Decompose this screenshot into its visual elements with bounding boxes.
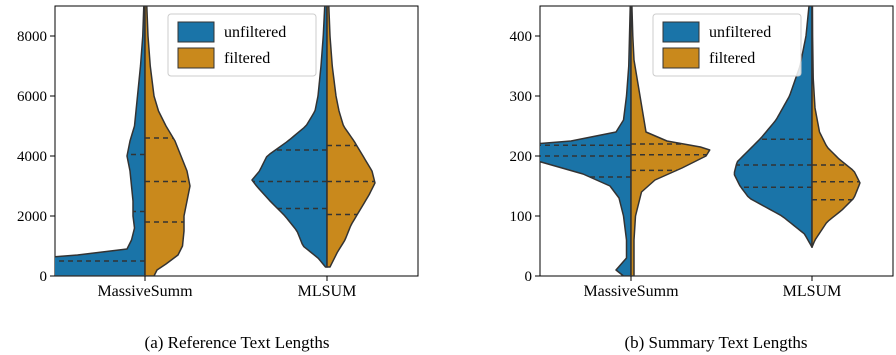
x-tick-label: MLSUM [298,283,357,300]
y-tick-label: 4000 [17,149,47,165]
plot-frame [54,5,419,277]
violins [55,6,376,276]
x-tick-label: MassiveSumm [583,283,679,300]
violins [540,6,861,276]
violin-unfiltered-massivesumm [540,6,632,276]
y-tick-label: 0 [40,269,48,285]
violin-filtered-massivesumm [144,6,191,276]
plot-frame [539,5,894,277]
panel-summary-lengths: 0 100 200 300 400 MassiveSumm MLSUM unfiltered f… [510,5,894,352]
legend-swatch-unfiltered [177,21,215,43]
panel-caption: (a) Reference Text Lengths [145,333,330,352]
legend: unfiltered filtered [652,13,802,77]
legend: unfiltered filtered [167,13,317,77]
violin-filtered-mlsum [811,6,861,248]
panel-reference-lengths: 0 2000 4000 6000 8000 MassiveSumm MLSUM unfilte… [17,5,419,352]
legend-label-filtered: filtered [224,50,270,67]
violin-unfiltered-massivesumm [55,6,146,276]
violin-filtered-massivesumm [630,6,711,276]
y-tick-label: 2000 [17,209,47,225]
legend-swatch-filtered [662,47,700,69]
y-tick-label: 8000 [17,29,47,45]
legend-label-unfiltered: unfiltered [709,24,771,41]
legend-label-filtered: filtered [709,50,755,67]
y-tick-label: 300 [510,89,533,105]
y-tick-label: 0 [525,269,533,285]
legend-swatch-filtered [177,47,215,69]
y-tick-label: 100 [510,209,533,225]
panel-caption: (b) Summary Text Lengths [624,333,807,352]
y-tick-label: 6000 [17,89,47,105]
x-tick-label: MLSUM [783,283,842,300]
y-tick-label: 400 [510,29,533,45]
x-tick-label: MassiveSumm [97,283,193,300]
violin-filtered-mlsum [326,6,376,268]
legend-swatch-unfiltered [662,21,700,43]
legend-label-unfiltered: unfiltered [224,24,286,41]
violin-unfiltered-mlsum [251,6,328,268]
y-tick-label: 200 [510,149,533,165]
